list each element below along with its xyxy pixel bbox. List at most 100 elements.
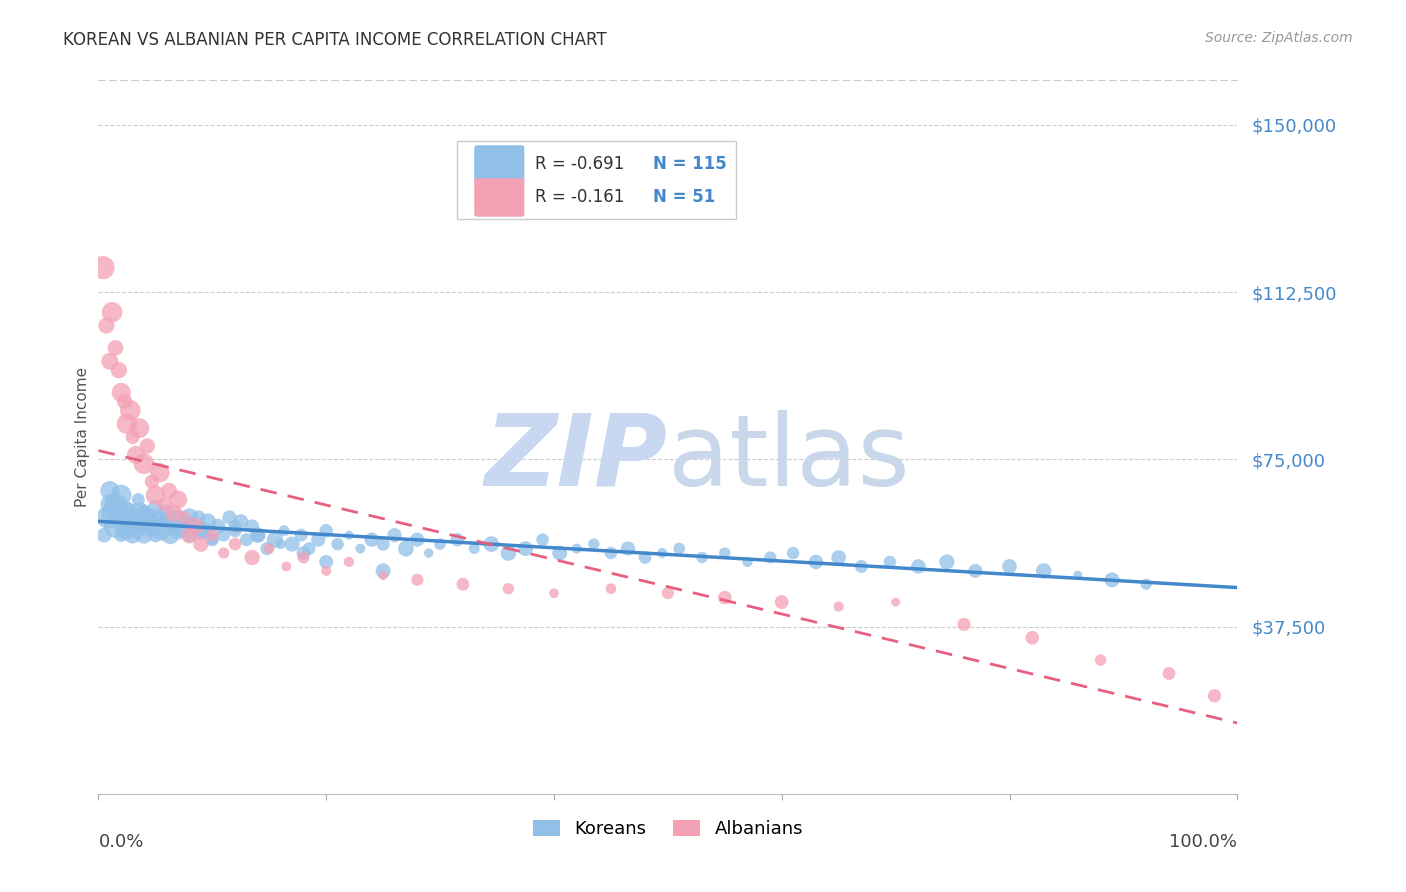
Point bbox=[565, 541, 588, 556]
Point bbox=[187, 510, 209, 524]
Point bbox=[737, 555, 759, 569]
Point bbox=[139, 515, 162, 529]
Point bbox=[446, 533, 468, 547]
Point bbox=[935, 555, 957, 569]
Point bbox=[98, 483, 121, 498]
Text: R = -0.691: R = -0.691 bbox=[534, 155, 624, 173]
Point bbox=[395, 541, 418, 556]
Point bbox=[104, 519, 127, 533]
Point bbox=[690, 550, 713, 565]
Text: 100.0%: 100.0% bbox=[1170, 833, 1237, 851]
Point bbox=[162, 519, 184, 533]
Point bbox=[240, 550, 263, 565]
Point bbox=[270, 537, 292, 551]
Point bbox=[132, 506, 155, 520]
Point bbox=[281, 537, 304, 551]
Point bbox=[657, 586, 679, 600]
Point bbox=[201, 533, 224, 547]
Point bbox=[96, 318, 118, 333]
Point bbox=[463, 541, 485, 556]
Point bbox=[406, 573, 429, 587]
Point bbox=[197, 515, 219, 529]
Point bbox=[156, 506, 179, 520]
Point bbox=[190, 537, 212, 551]
Point bbox=[132, 528, 155, 542]
Point bbox=[418, 546, 440, 560]
Point bbox=[174, 515, 197, 529]
Point bbox=[479, 537, 502, 551]
Point bbox=[117, 506, 139, 520]
Point bbox=[759, 550, 782, 565]
Point bbox=[1021, 631, 1043, 645]
Text: N = 115: N = 115 bbox=[652, 155, 727, 173]
Point bbox=[634, 550, 657, 565]
Point bbox=[515, 541, 537, 556]
Point bbox=[101, 305, 124, 319]
Point bbox=[315, 564, 337, 578]
Point bbox=[668, 541, 690, 556]
Point bbox=[298, 541, 321, 556]
Text: KOREAN VS ALBANIAN PER CAPITA INCOME CORRELATION CHART: KOREAN VS ALBANIAN PER CAPITA INCOME COR… bbox=[63, 31, 607, 49]
Point bbox=[240, 519, 263, 533]
Point bbox=[349, 541, 371, 556]
Point bbox=[101, 506, 124, 520]
Point bbox=[112, 510, 135, 524]
Point bbox=[127, 524, 149, 538]
Point bbox=[1090, 653, 1112, 667]
Point bbox=[138, 515, 160, 529]
Text: atlas: atlas bbox=[668, 410, 910, 507]
Point bbox=[156, 515, 179, 529]
Point bbox=[543, 586, 565, 600]
Point bbox=[167, 492, 190, 507]
Point bbox=[1204, 689, 1226, 703]
Point bbox=[384, 528, 406, 542]
Point bbox=[953, 617, 976, 632]
Point bbox=[998, 559, 1021, 574]
Point bbox=[212, 528, 235, 542]
Point bbox=[98, 354, 121, 368]
Point bbox=[207, 519, 229, 533]
Point bbox=[120, 519, 142, 533]
Point bbox=[218, 510, 240, 524]
Point bbox=[884, 595, 907, 609]
Point bbox=[145, 488, 167, 502]
Point bbox=[138, 524, 160, 538]
Point bbox=[124, 515, 146, 529]
Point bbox=[108, 363, 131, 377]
Point bbox=[121, 430, 143, 444]
Point bbox=[273, 524, 295, 538]
Point bbox=[120, 403, 142, 417]
Point bbox=[183, 519, 205, 533]
Point bbox=[582, 537, 605, 551]
Point bbox=[127, 492, 149, 507]
Point bbox=[167, 510, 190, 524]
Point bbox=[548, 546, 571, 560]
Y-axis label: Per Capita Income: Per Capita Income bbox=[75, 367, 90, 508]
Point bbox=[879, 555, 901, 569]
Point bbox=[115, 501, 138, 516]
Point bbox=[104, 497, 127, 511]
Point bbox=[1032, 564, 1054, 578]
Point bbox=[201, 533, 224, 547]
Point bbox=[770, 595, 793, 609]
FancyBboxPatch shape bbox=[474, 178, 524, 217]
Point bbox=[229, 515, 252, 529]
Point bbox=[600, 582, 623, 596]
Legend: Koreans, Albanians: Koreans, Albanians bbox=[526, 813, 810, 846]
Point bbox=[264, 533, 287, 547]
Point bbox=[121, 510, 143, 524]
Point bbox=[110, 528, 132, 542]
Point bbox=[651, 546, 673, 560]
Point bbox=[276, 559, 298, 574]
Text: N = 51: N = 51 bbox=[652, 188, 716, 206]
Point bbox=[114, 394, 136, 409]
Point bbox=[125, 448, 148, 462]
Point bbox=[128, 506, 150, 520]
Text: R = -0.161: R = -0.161 bbox=[534, 188, 624, 206]
Point bbox=[292, 550, 315, 565]
Point bbox=[162, 506, 184, 520]
Point bbox=[1157, 666, 1180, 681]
Point bbox=[804, 555, 827, 569]
Point bbox=[107, 501, 129, 516]
Point bbox=[159, 528, 181, 542]
